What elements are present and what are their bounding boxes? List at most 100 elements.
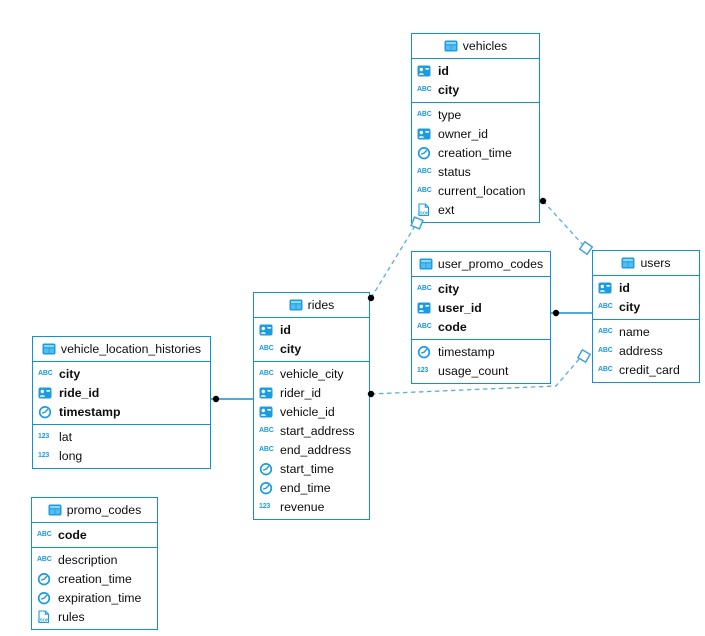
field-name: creation_time xyxy=(58,571,132,586)
field-name: city xyxy=(438,82,460,97)
entity-vehicles[interactable]: vehicles id ABC city ABC type owner_id creation… xyxy=(411,33,540,223)
field-name: start_address xyxy=(280,423,355,438)
field-name: ext xyxy=(438,202,455,217)
entity-users[interactable]: users id ABC city ABC name ABC address ABC credit… xyxy=(592,250,700,383)
relation-vehicles-users[interactable] xyxy=(539,197,594,256)
table-icon xyxy=(48,504,62,516)
field-row-description: ABC description xyxy=(32,551,157,570)
field-row-id: id xyxy=(254,321,369,340)
field-row-id: id xyxy=(593,279,699,298)
clock-icon xyxy=(259,462,276,476)
entity-header[interactable]: rides xyxy=(254,293,369,318)
clock-icon xyxy=(37,572,54,586)
123-icon: 123 xyxy=(259,502,271,510)
field-row-code: ABC code xyxy=(32,526,157,545)
relation-user-promo-codes-users[interactable] xyxy=(551,309,592,317)
field-row-city: ABC city xyxy=(593,298,699,317)
entity-vehicle-location-histories[interactable]: vehicle_location_histories ABC city ride_id… xyxy=(32,336,211,469)
field-name: current_location xyxy=(438,183,526,198)
relation-vehicle-location-histories-rides[interactable] xyxy=(210,395,254,403)
field-name: revenue xyxy=(280,499,325,514)
entity-title: rides xyxy=(307,297,335,312)
clock-icon xyxy=(38,405,55,419)
idcard-icon xyxy=(598,282,615,294)
abc-icon: ABC xyxy=(417,167,432,175)
field-row-lat: 123 lat xyxy=(33,428,210,447)
field-name: address xyxy=(619,343,663,358)
table-icon xyxy=(621,257,635,269)
clock-icon xyxy=(417,345,434,359)
field-row-creation_time: creation_time xyxy=(32,570,157,589)
123-icon: 123 xyxy=(38,451,50,459)
field-name: lat xyxy=(59,429,72,444)
entity-promo-codes[interactable]: promo_codes ABC code ABC description creation… xyxy=(31,497,158,630)
entity-title: vehicles xyxy=(462,38,508,53)
entity-header[interactable]: promo_codes xyxy=(32,498,157,523)
field-name: rules xyxy=(58,609,85,624)
field-row-end_address: ABC end_address xyxy=(254,441,369,460)
field-row-city: ABC city xyxy=(33,365,210,384)
field-row-vehicle_id: vehicle_id xyxy=(254,403,369,422)
entity-header[interactable]: vehicles xyxy=(412,34,539,59)
abc-icon: ABC xyxy=(37,555,52,563)
field-name: timestamp xyxy=(59,404,121,419)
field-name: owner_id xyxy=(438,126,488,141)
primary-key-section: id ABC city xyxy=(593,276,699,320)
field-row-start_address: ABC start_address xyxy=(254,422,369,441)
field-name: timestamp xyxy=(438,344,495,359)
field-name: start_time xyxy=(280,461,334,476)
field-row-usage_count: 123 usage_count xyxy=(412,362,550,381)
field-name: id xyxy=(438,63,449,78)
field-name: vehicle_city xyxy=(280,366,344,381)
abc-icon: ABC xyxy=(259,445,274,453)
entity-user-promo-codes[interactable]: user_promo_codes ABC city user_id ABC code tim… xyxy=(411,251,551,384)
abc-icon: ABC xyxy=(598,365,613,373)
field-name: description xyxy=(58,552,118,567)
primary-key-section: ABC city ride_id timestamp xyxy=(33,362,210,425)
idcard-icon xyxy=(259,406,276,418)
field-name: ride_id xyxy=(59,385,100,400)
idcard-icon xyxy=(417,302,434,314)
field-row-address: ABC address xyxy=(593,342,699,361)
entity-rides[interactable]: rides id ABC city ABC vehicle_city rider_id veh… xyxy=(253,292,370,520)
clock-icon xyxy=(259,481,276,495)
abc-icon: ABC xyxy=(598,302,613,310)
field-name: id xyxy=(280,322,291,337)
primary-key-section: ABC city user_id ABC code xyxy=(412,277,550,340)
abc-icon: ABC xyxy=(38,369,53,377)
entity-header[interactable]: users xyxy=(593,251,699,276)
field-row-type: ABC type xyxy=(412,106,539,125)
svg-text:JSON: JSON xyxy=(37,617,49,622)
field-name: city xyxy=(280,341,302,356)
field-row-id: id xyxy=(412,62,539,81)
field-name: status xyxy=(438,164,471,179)
abc-icon: ABC xyxy=(417,186,432,194)
field-row-city: ABC city xyxy=(412,280,550,299)
field-row-user_id: user_id xyxy=(412,299,550,318)
field-name: type xyxy=(438,107,462,122)
entity-header[interactable]: user_promo_codes xyxy=(412,252,550,277)
primary-key-section: ABC code xyxy=(32,523,157,548)
entity-header[interactable]: vehicle_location_histories xyxy=(33,337,210,362)
idcard-icon xyxy=(259,324,276,336)
json-icon: JSON xyxy=(417,203,434,217)
field-name: name xyxy=(619,324,650,339)
field-name: creation_time xyxy=(438,145,512,160)
field-name: user_id xyxy=(438,300,482,315)
table-icon xyxy=(42,343,56,355)
abc-icon: ABC xyxy=(598,327,613,335)
entity-title: user_promo_codes xyxy=(437,256,544,271)
field-row-rules: JSON rules xyxy=(32,608,157,627)
entity-title: promo_codes xyxy=(66,502,142,517)
clock-icon xyxy=(417,146,434,160)
field-name: vehicle_id xyxy=(280,404,335,419)
columns-section: ABC type owner_id creation_time ABC status ABC… xyxy=(412,103,539,222)
columns-section: 123 lat 123 long xyxy=(33,425,210,468)
field-name: city xyxy=(619,299,641,314)
columns-section: ABC description creation_time expiration_ti… xyxy=(32,548,157,629)
abc-icon: ABC xyxy=(417,322,432,330)
field-name: city xyxy=(438,281,460,296)
123-icon: 123 xyxy=(417,366,429,374)
field-row-start_time: start_time xyxy=(254,460,369,479)
field-row-long: 123 long xyxy=(33,447,210,466)
